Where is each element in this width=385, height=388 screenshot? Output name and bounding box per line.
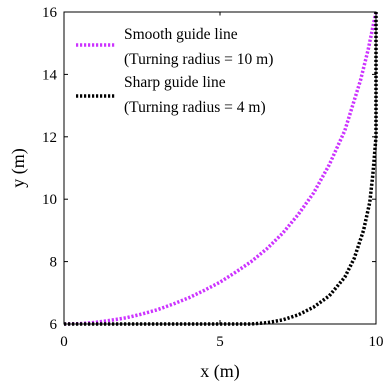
legend-smooth-line1: Smooth guide line — [124, 26, 238, 43]
y-tick-label: 14 — [42, 67, 58, 83]
x-tick-label: 0 — [60, 334, 68, 350]
y-tick-label: 10 — [42, 192, 57, 208]
x-axis-label: x (m) — [200, 361, 240, 382]
legend-sharp-line2: (Turning radius = 4 m) — [124, 99, 266, 116]
y-tick-label: 16 — [42, 5, 58, 21]
y-tick-label: 12 — [42, 130, 57, 146]
x-tick-label: 10 — [369, 334, 384, 350]
y-tick-label: 6 — [50, 317, 58, 333]
legend-sharp-line1: Sharp guide line — [124, 74, 226, 91]
legend-smooth-line2: (Turning radius = 10 m) — [124, 51, 273, 68]
y-axis-label: y (m) — [8, 148, 29, 188]
x-tick-label: 5 — [216, 334, 224, 350]
legend: Smooth guide line (Turning radius = 10 m… — [69, 16, 319, 140]
y-tick-label: 8 — [50, 255, 58, 271]
